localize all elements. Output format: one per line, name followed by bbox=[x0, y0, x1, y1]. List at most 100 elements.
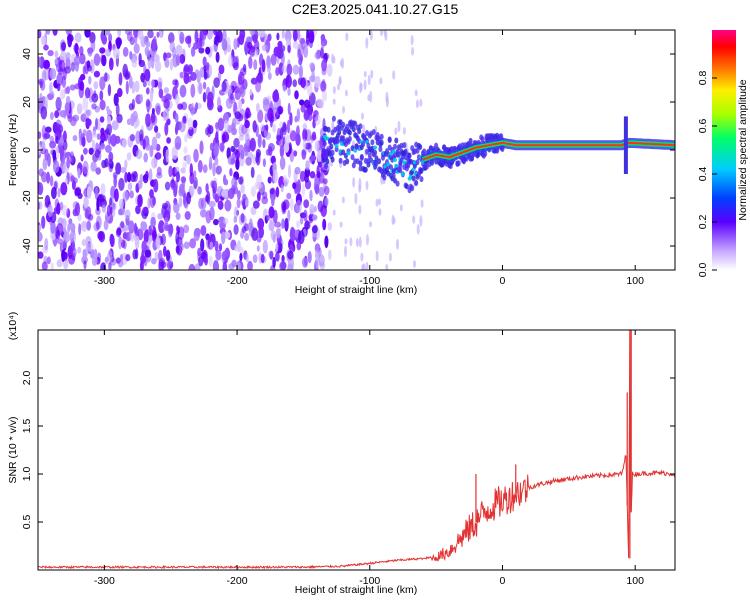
spectrogram-noise-cell bbox=[180, 167, 186, 174]
spectrogram-noise-cell bbox=[379, 77, 383, 85]
spectrogram-noise-cell bbox=[416, 224, 420, 235]
spectrogram-noise-cell bbox=[394, 127, 398, 135]
spectrogram-noise-cell bbox=[262, 138, 266, 149]
spectrogram-noise-cell bbox=[187, 117, 194, 130]
spectrogram-noise-cell bbox=[282, 199, 290, 210]
spectrogram-noise-cell bbox=[196, 70, 201, 84]
spectrogram-noise-cell bbox=[252, 200, 260, 209]
spectrogram-noise-cell bbox=[287, 263, 294, 270]
spectrogram-noise-cell bbox=[147, 30, 154, 39]
spectrogram-noise-cell bbox=[93, 53, 101, 66]
spectrogram-noise-cell bbox=[161, 202, 169, 210]
spectrogram-noise-cell bbox=[302, 128, 308, 142]
spectrogram-noise-cell bbox=[271, 196, 275, 207]
spectrogram-noise-cell bbox=[339, 221, 343, 228]
spectrogram-noise-cell bbox=[52, 160, 60, 174]
spectrogram-noise-cell bbox=[145, 87, 150, 95]
spectrogram-noise-cell bbox=[103, 30, 111, 36]
spectrogram-noise-cell bbox=[287, 209, 291, 222]
spectrogram-noise-cell bbox=[124, 171, 128, 183]
spectrogram-noise-cell bbox=[252, 34, 258, 44]
spectrogram-noise-cell bbox=[155, 132, 161, 139]
spectrogram-noise-cell bbox=[142, 206, 149, 214]
spectrogram-noise-cell bbox=[130, 113, 135, 127]
spectrogram-noise-cell bbox=[275, 186, 280, 198]
spectrogram-noise-cell bbox=[202, 81, 207, 90]
spectrogram-noise-cell bbox=[300, 104, 306, 113]
spectrogram-noise-cell bbox=[179, 31, 185, 44]
spectrogram-noise-cell bbox=[148, 168, 153, 182]
snr-x-ticks: -300 -200 -100 0 100 bbox=[94, 330, 644, 587]
spectrogram-noise-cell bbox=[80, 133, 86, 147]
spectrogram-noise-cell bbox=[128, 220, 135, 234]
spectrogram-noise-cell bbox=[292, 182, 297, 190]
spectrogram-noise-cell bbox=[164, 217, 169, 225]
spectrogram-noise-cell bbox=[133, 43, 140, 54]
spectrogram-noise-cell bbox=[213, 77, 220, 88]
spectrogram-noise-cell bbox=[272, 123, 276, 133]
spectrogram-noise-cell bbox=[184, 211, 191, 220]
spectrogram-noise-cell bbox=[92, 130, 97, 138]
spectrogram-noise-cell bbox=[137, 30, 144, 40]
spectrogram-x-axis-label: Height of straight line (km) bbox=[295, 284, 418, 296]
colorbar-tick-label: 0.4 bbox=[697, 167, 709, 182]
spectrogram-noise-cell bbox=[163, 87, 170, 94]
spectrogram-ridge-cell bbox=[357, 128, 362, 135]
spectrogram-noise-cell bbox=[157, 213, 164, 220]
spectrogram-ridge-cell bbox=[341, 121, 346, 128]
spectrogram-noise-cell bbox=[115, 257, 121, 264]
spectrogram-ridge-cell bbox=[347, 135, 352, 142]
spectrogram-noise-cell bbox=[314, 75, 321, 88]
spectrogram-noise-cell bbox=[369, 30, 373, 41]
spectrogram-noise-cell bbox=[344, 89, 348, 97]
spectrogram-noise-cell bbox=[258, 30, 266, 38]
spectrogram-noise-cell bbox=[358, 177, 362, 189]
spectrogram-ridge-cell bbox=[403, 148, 408, 155]
spectrogram-noise-cell bbox=[276, 134, 282, 142]
spectrogram-noise-cell bbox=[184, 133, 188, 143]
spectrogram-noise-cell bbox=[239, 232, 244, 239]
spectrogram-noise-cell bbox=[167, 260, 173, 270]
snr-series-line bbox=[38, 332, 675, 570]
spectrogram-noise-cell bbox=[208, 255, 213, 267]
spectrogram-noise-cell bbox=[218, 166, 222, 173]
spectrogram-ridge-cell bbox=[373, 145, 378, 150]
spectrogram-noise-cell bbox=[52, 30, 58, 36]
x-tick-label: -300 bbox=[94, 275, 115, 287]
spectrogram-noise-cell bbox=[266, 214, 270, 222]
spectrogram-noise-cell bbox=[260, 123, 265, 132]
x-tick-label: 0 bbox=[500, 575, 506, 587]
x-tick-label: -100 bbox=[359, 275, 380, 287]
spectrogram-noise-cell bbox=[150, 89, 154, 103]
spectrogram-noise-cell bbox=[80, 73, 86, 81]
spectrogram-noise-cell bbox=[212, 260, 219, 270]
spectrogram-noise-cell bbox=[178, 197, 183, 208]
spectrogram-noise-cell bbox=[283, 180, 288, 187]
spectrogram-noise-cell bbox=[315, 256, 319, 269]
spectrogram-noise-cell bbox=[216, 96, 222, 109]
spectrogram-noise-cell bbox=[200, 209, 207, 218]
spectrogram-noise-cell bbox=[341, 196, 345, 204]
spectrogram-noise-cell bbox=[194, 227, 201, 237]
spectrogram-noise-cell bbox=[240, 184, 245, 194]
spectrogram-noise-cell bbox=[275, 242, 279, 252]
spectrogram-noise-cell bbox=[130, 173, 136, 183]
spectrogram-noise-cell bbox=[141, 249, 145, 264]
spectrogram-noise-cell bbox=[46, 30, 51, 36]
spectrogram-noise-cell bbox=[378, 198, 381, 206]
spectrogram-noise-cell bbox=[303, 99, 311, 109]
spectrogram-noise-cell bbox=[129, 51, 133, 60]
spectrogram-noise-cell bbox=[178, 120, 186, 133]
spectrogram-noise-cell bbox=[203, 71, 208, 80]
spectrogram-noise-cell bbox=[122, 190, 129, 202]
spectrogram-noise-cell bbox=[79, 53, 86, 65]
spectrogram-noise-cell bbox=[314, 184, 320, 195]
spectrogram-noise-cell bbox=[49, 175, 54, 187]
spectrogram-noise-cell bbox=[179, 183, 185, 195]
spectrogram-noise-cell bbox=[365, 37, 369, 49]
spectrogram-noise-cell bbox=[268, 146, 273, 157]
spectrogram-noise-cell bbox=[237, 240, 241, 253]
spectrogram-noise-cell bbox=[69, 223, 76, 232]
spectrogram-noise-cell bbox=[342, 106, 345, 114]
